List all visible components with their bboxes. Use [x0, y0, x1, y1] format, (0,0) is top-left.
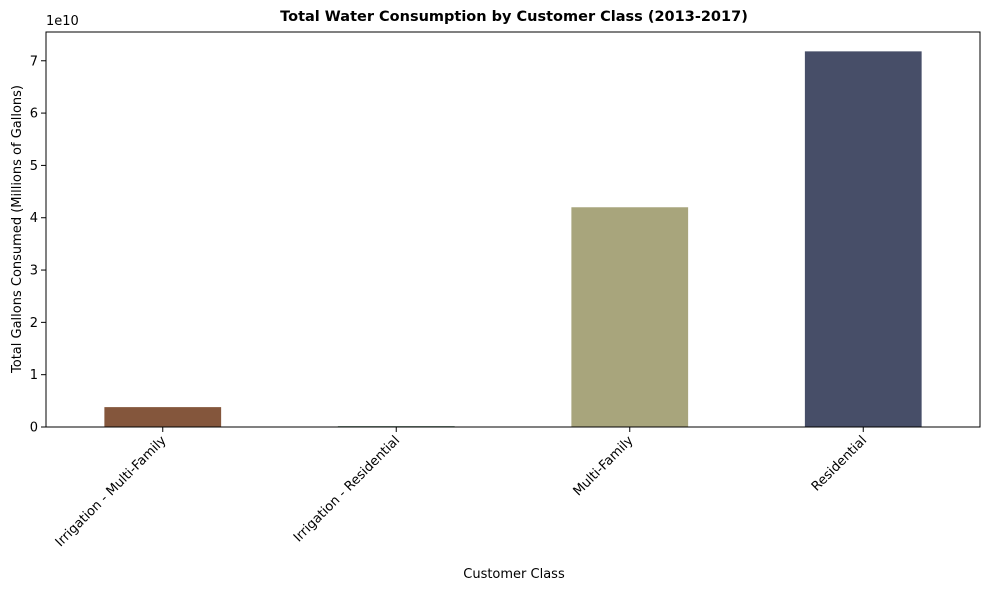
y-axis-ticks: 0 1 2 3 4 5 6 7 — [30, 54, 46, 436]
y-axis-label: Total Gallons Consumed (Millions of Gall… — [10, 85, 25, 374]
x-tick-label: Irrigation - Multi-Family — [53, 433, 170, 550]
y-tick-label: 6 — [30, 107, 38, 122]
bar-residential — [804, 51, 922, 428]
x-tick-label: Multi-Family — [571, 433, 637, 499]
y-tick-label: 2 — [30, 316, 38, 331]
plot-frame — [45, 31, 981, 428]
y-tick-label: 0 — [30, 421, 38, 436]
y-tick-label: 4 — [30, 211, 38, 226]
x-axis-label: Customer Class — [463, 567, 565, 582]
y-tick-label: 1 — [30, 368, 38, 383]
y-tick-label: 5 — [30, 159, 38, 174]
y-tick-label: 7 — [30, 54, 38, 69]
x-axis-ticks: Irrigation - Multi-Family Irrigation - Re… — [53, 427, 870, 550]
x-tick-label: Residential — [809, 433, 870, 494]
bar-irrigation-multi-family — [104, 407, 222, 427]
bar-multi-family — [571, 207, 689, 427]
y-tick-label: 3 — [30, 264, 38, 279]
bars-group — [104, 51, 922, 428]
chart-title: Total Water Consumption by Customer Clas… — [280, 9, 748, 25]
y-axis-offset-label: 1e10 — [46, 14, 79, 29]
x-tick-label: Irrigation - Residential — [291, 433, 403, 545]
